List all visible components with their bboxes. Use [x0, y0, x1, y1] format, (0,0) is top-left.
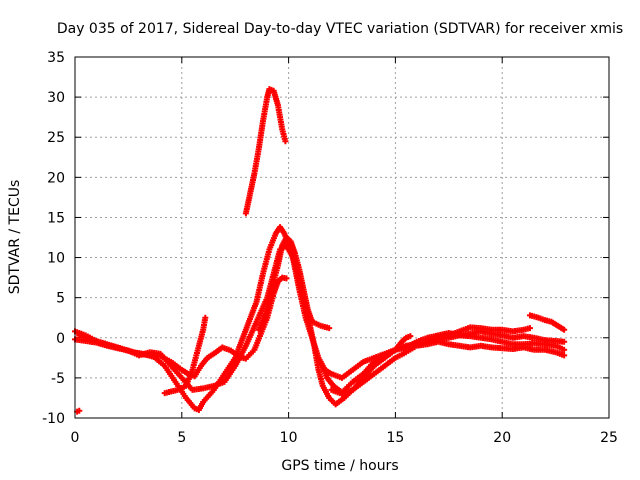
chart-title: Day 035 of 2017, Sidereal Day-to-day VTE… — [57, 21, 623, 37]
data-point — [76, 407, 83, 414]
y-tick-label: 10 — [47, 251, 65, 267]
data-point — [283, 275, 290, 282]
axis-ticks: 0 5 10 15 20 25 -10 -5 0 5 10 15 20 25 30 35 — [42, 50, 618, 446]
y-tick-label: -5 — [51, 371, 65, 387]
data-point — [202, 314, 209, 321]
series-arc11 — [242, 86, 289, 217]
x-tick-label: 10 — [280, 430, 298, 446]
data-point — [561, 326, 568, 333]
data-point — [561, 346, 568, 353]
plot-frame — [74, 56, 610, 419]
x-axis-label: GPS time / hours — [281, 458, 398, 474]
data-point — [326, 325, 333, 332]
data-marks — [72, 86, 568, 415]
x-tick-label: 5 — [177, 430, 186, 446]
series-arc9 — [424, 324, 533, 345]
data-point — [561, 352, 568, 359]
y-tick-label: 20 — [47, 170, 65, 186]
y-tick-label: 25 — [47, 130, 65, 146]
series-arc6 — [255, 234, 333, 333]
y-tick-label: 0 — [56, 331, 65, 347]
series-arc1 — [74, 407, 83, 415]
y-tick-label: 5 — [56, 291, 65, 307]
x-tick-label: 25 — [600, 430, 618, 446]
x-tick-label: 20 — [493, 430, 511, 446]
data-point — [407, 333, 414, 340]
series-arc5 — [76, 224, 568, 413]
series-arc8 — [328, 333, 414, 397]
y-tick-label: 35 — [47, 50, 65, 66]
series-arc10 — [526, 312, 568, 333]
x-tick-label: 15 — [386, 430, 404, 446]
y-tick-label: 15 — [47, 210, 65, 226]
y-tick-label: 30 — [47, 90, 65, 106]
x-tick-label: 0 — [71, 430, 80, 446]
series-arc4 — [161, 314, 209, 397]
data-point — [526, 325, 533, 332]
y-axis-label: SDTVAR / TECUs — [7, 180, 23, 295]
data-point — [282, 138, 289, 145]
y-tick-label: -10 — [42, 411, 65, 427]
data-point — [561, 338, 568, 345]
grid — [75, 57, 609, 418]
